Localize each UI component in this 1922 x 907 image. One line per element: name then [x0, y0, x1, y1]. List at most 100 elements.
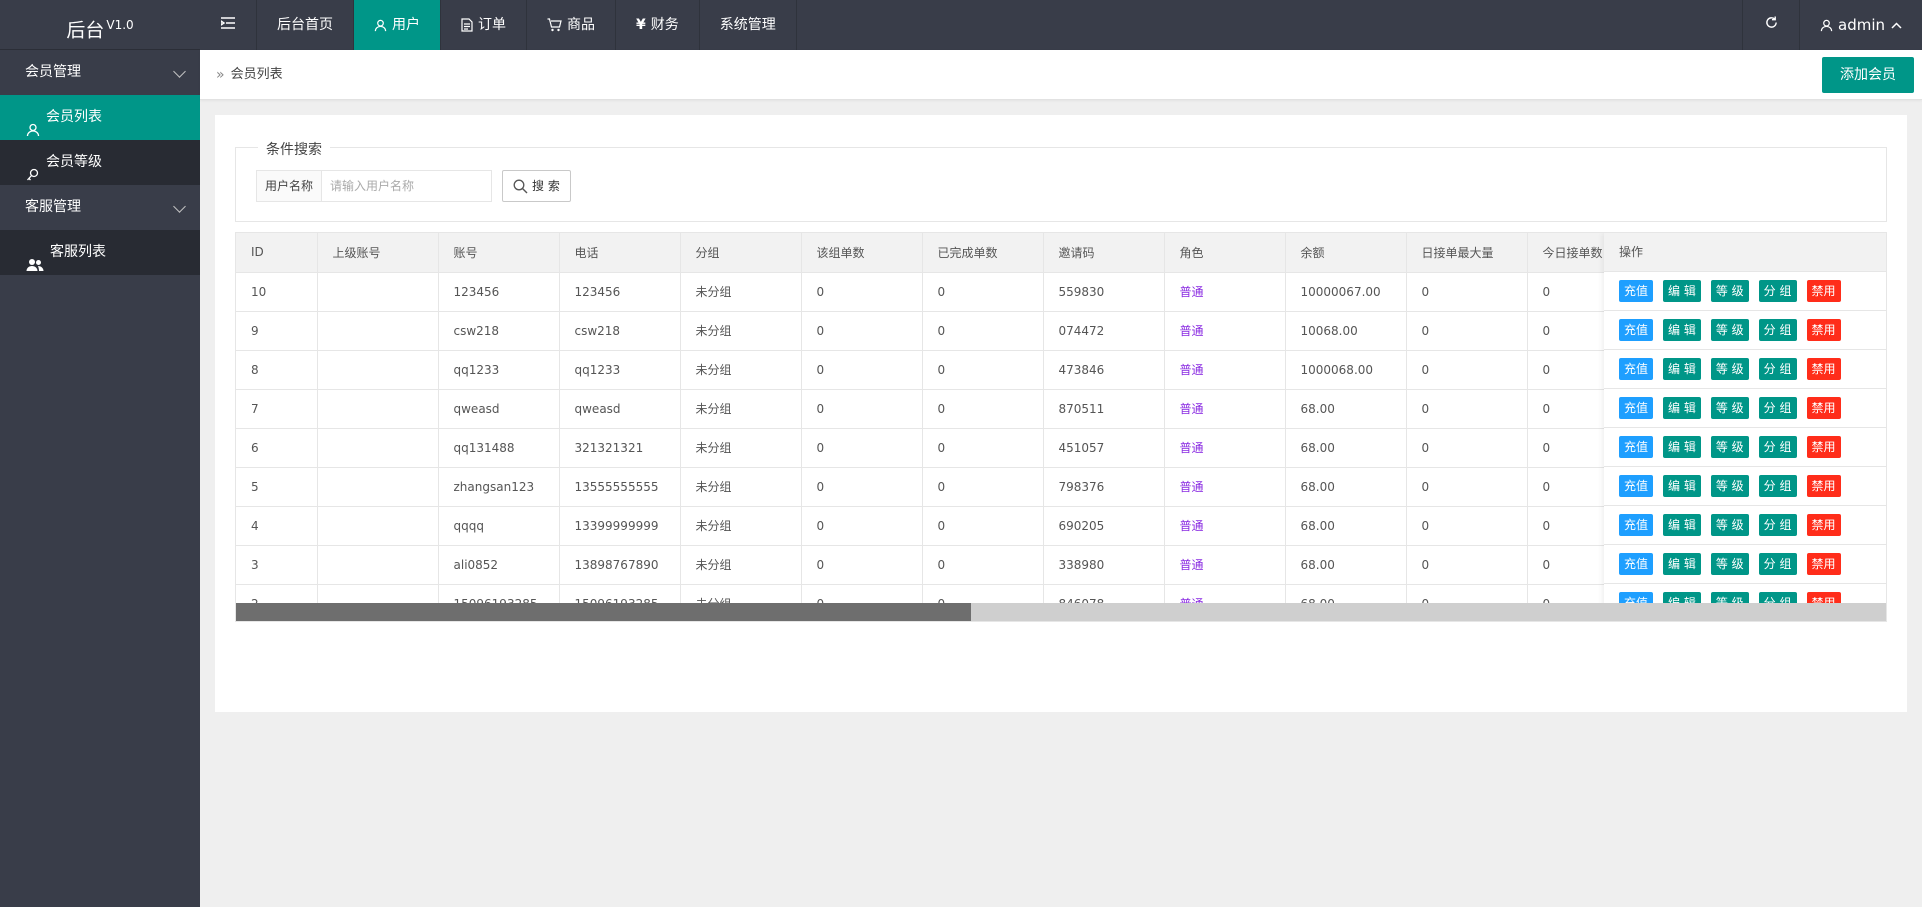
role-link[interactable]: 普通 — [1164, 506, 1286, 546]
nav-finance[interactable]: ¥ 财务 — [616, 0, 700, 50]
edit-button[interactable]: 编 辑 — [1663, 397, 1701, 419]
table-header-operations: 操作 — [1604, 233, 1886, 272]
member-table: ID 上级账号 账号 电话 分组 该组单数 已完成单数 邀请码 角色 余额 日接单最大量 今日接单数 … — [235, 232, 1887, 622]
level-button[interactable]: 等 级 — [1710, 553, 1749, 575]
nav-label: 系统管理 — [719, 17, 776, 33]
level-button[interactable]: 等 级 — [1710, 319, 1749, 341]
edit-button[interactable]: 编 辑 — [1663, 475, 1701, 497]
username-search-input[interactable] — [322, 170, 493, 202]
table-cell — [317, 350, 439, 390]
sidebar-item-service-list[interactable]: 客服列表 — [0, 230, 200, 275]
level-button[interactable]: 等 级 — [1710, 475, 1749, 497]
nav-orders[interactable]: 订单 — [441, 0, 527, 50]
operations-row: 充值编 辑等 级分 组禁用 — [1604, 389, 1886, 428]
disable-button[interactable]: 禁用 — [1806, 436, 1841, 458]
table-cell: ali0852 — [438, 545, 560, 585]
recharge-button[interactable]: 充值 — [1619, 475, 1654, 497]
recharge-button[interactable]: 充值 — [1619, 397, 1654, 419]
edit-button[interactable]: 编 辑 — [1663, 280, 1701, 302]
edit-button[interactable]: 编 辑 — [1663, 514, 1701, 536]
level-button[interactable]: 等 级 — [1710, 514, 1749, 536]
level-button[interactable]: 等 级 — [1710, 280, 1749, 302]
group-button[interactable]: 分 组 — [1758, 553, 1797, 575]
role-link[interactable]: 普通 — [1164, 350, 1286, 390]
edit-button[interactable]: 编 辑 — [1663, 319, 1701, 341]
edit-button[interactable]: 编 辑 — [1663, 358, 1701, 380]
search-button[interactable]: 搜 索 — [502, 170, 571, 202]
role-link[interactable]: 普通 — [1164, 428, 1286, 468]
level-button[interactable]: 等 级 — [1710, 358, 1749, 380]
table-cell: qweasd — [438, 389, 560, 429]
table-cell — [317, 428, 439, 468]
edit-button[interactable]: 编 辑 — [1663, 553, 1701, 575]
recharge-button[interactable]: 充值 — [1619, 319, 1654, 341]
table-cell: 473846 — [1043, 350, 1165, 390]
sidebar-group-label: 客服管理 — [25, 199, 81, 215]
table-cell: 13898767890 — [559, 545, 681, 585]
disable-button[interactable]: 禁用 — [1806, 553, 1841, 575]
table-cell — [317, 389, 439, 429]
recharge-button[interactable]: 充值 — [1619, 514, 1654, 536]
cart-icon — [547, 18, 562, 32]
nav-users[interactable]: 用户 — [354, 0, 441, 50]
table-cell: 0 — [1406, 350, 1528, 390]
role-link[interactable]: 普通 — [1164, 311, 1286, 351]
recharge-button[interactable]: 充值 — [1619, 436, 1654, 458]
nav-products[interactable]: 商品 — [527, 0, 616, 50]
group-button[interactable]: 分 组 — [1758, 280, 1797, 302]
group-button[interactable]: 分 组 — [1758, 475, 1797, 497]
sidebar-item-member-list[interactable]: 会员列表 — [0, 95, 200, 140]
disable-button[interactable]: 禁用 — [1806, 397, 1841, 419]
table-cell — [317, 467, 439, 507]
group-button[interactable]: 分 组 — [1758, 397, 1797, 419]
disable-button[interactable]: 禁用 — [1806, 475, 1841, 497]
recharge-button[interactable]: 充值 — [1619, 358, 1654, 380]
table-cell — [317, 506, 439, 546]
level-button[interactable]: 等 级 — [1710, 397, 1749, 419]
table-cell: 0 — [1406, 506, 1528, 546]
nav-system[interactable]: 系统管理 — [700, 0, 797, 50]
group-button[interactable]: 分 组 — [1758, 436, 1797, 458]
horizontal-scrollbar[interactable] — [236, 603, 1886, 621]
search-row: 用户名称 搜 索 — [256, 170, 571, 202]
role-link[interactable]: 普通 — [1164, 272, 1286, 312]
role-link[interactable]: 普通 — [1164, 467, 1286, 507]
user-menu[interactable]: admin — [1799, 0, 1922, 50]
document-icon — [461, 18, 473, 32]
table-cell: qq1233 — [559, 350, 681, 390]
table-cell: 0 — [922, 545, 1044, 585]
nav-home[interactable]: 后台首页 — [257, 0, 354, 50]
table-cell: zhangsan123 — [438, 467, 560, 507]
add-member-button[interactable]: 添加会员 — [1822, 57, 1914, 93]
operations-row: 充值编 辑等 级分 组禁用 — [1604, 506, 1886, 545]
level-button[interactable]: 等 级 — [1710, 436, 1749, 458]
group-button[interactable]: 分 组 — [1758, 514, 1797, 536]
table-row: 3 ali0852 13898767890 未分组 0 0 338980 普通 68.00 0 0 — [236, 545, 1649, 585]
sidebar-group-member[interactable]: 会员管理 — [0, 50, 200, 95]
recharge-button[interactable]: 充值 — [1619, 553, 1654, 575]
table-cell: 0 — [922, 428, 1044, 468]
disable-button[interactable]: 禁用 — [1806, 280, 1841, 302]
table-row: 8 qq1233 qq1233 未分组 0 0 473846 普通 1000068.00 0 0 — [236, 350, 1649, 390]
sidebar-group-service[interactable]: 客服管理 — [0, 185, 200, 230]
role-link[interactable]: 普通 — [1164, 389, 1286, 429]
recharge-button[interactable]: 充值 — [1619, 280, 1654, 302]
table-cell: 0 — [801, 467, 923, 507]
operations-row: 充值编 辑等 级分 组禁用 — [1604, 272, 1886, 311]
sidebar-item-member-level[interactable]: 会员等级 — [0, 140, 200, 185]
nav-label: 订单 — [478, 17, 506, 33]
disable-button[interactable]: 禁用 — [1806, 358, 1841, 380]
edit-button[interactable]: 编 辑 — [1663, 436, 1701, 458]
disable-button[interactable]: 禁用 — [1806, 319, 1841, 341]
header-right: admin — [1742, 0, 1922, 50]
table-cell: 68.00 — [1285, 389, 1407, 429]
search-button-label: 搜 索 — [532, 179, 560, 193]
group-button[interactable]: 分 组 — [1758, 319, 1797, 341]
disable-button[interactable]: 禁用 — [1806, 514, 1841, 536]
refresh-button[interactable] — [1742, 0, 1799, 50]
menu-toggle-button[interactable] — [200, 0, 257, 50]
scrollbar-thumb[interactable] — [236, 603, 972, 621]
role-link[interactable]: 普通 — [1164, 545, 1286, 585]
group-button[interactable]: 分 组 — [1758, 358, 1797, 380]
table-row: 4 qqqq 13399999999 未分组 0 0 690205 普通 68.00 0 0 — [236, 506, 1649, 546]
